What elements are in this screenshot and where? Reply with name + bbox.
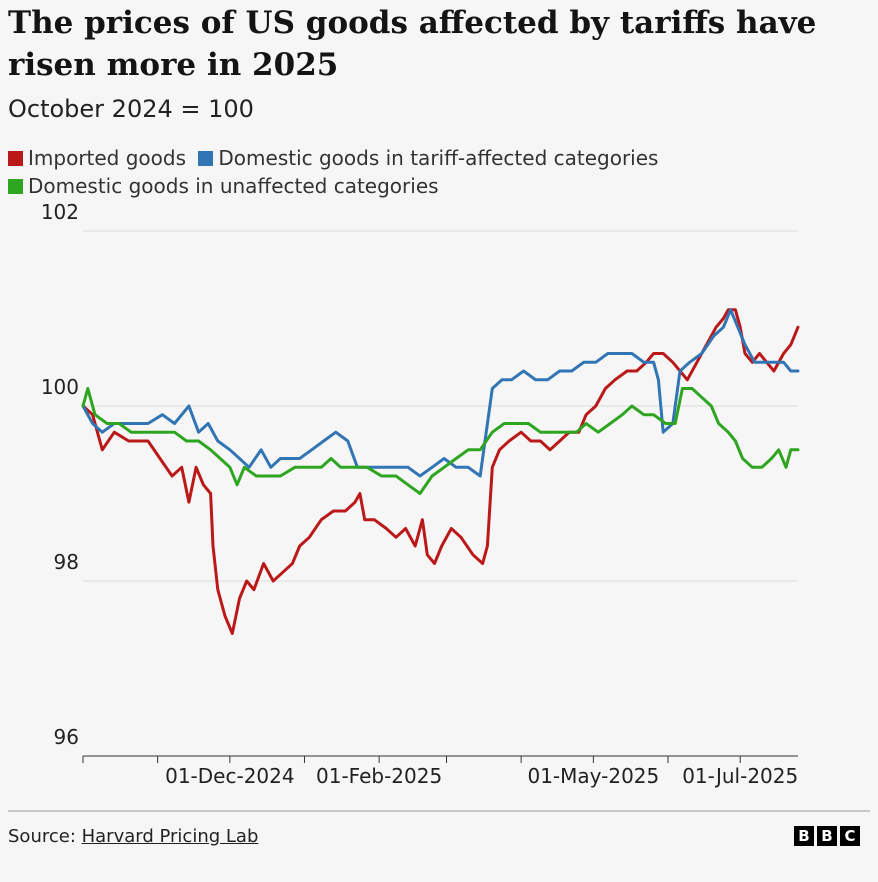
legend-label-imported: Imported goods (28, 146, 187, 170)
x-tick-label: 01-Dec-2024 (165, 764, 294, 788)
bbc-logo-letter: B (794, 826, 814, 846)
source-prefix: Source: (8, 826, 82, 847)
source-note: Source: Harvard Pricing Lab (8, 826, 258, 847)
bbc-logo-letter: C (840, 826, 860, 846)
x-tick-label: 01-Jul-2025 (682, 764, 798, 788)
chart-subtitle: October 2024 = 100 (8, 95, 254, 123)
legend: Imported goods Domestic goods in tariff-… (8, 144, 868, 200)
legend-item-domestic-affected: Domestic goods in tariff-affected catego… (198, 144, 658, 172)
legend-swatch-domestic-affected (198, 151, 214, 166)
series-line-1 (81, 308, 800, 478)
legend-item-imported: Imported goods (8, 144, 186, 172)
x-axis: 01-Dec-2024 01-Feb-2025 01-May-2025 01-Jul-… (82, 755, 798, 788)
legend-swatch-imported (8, 151, 23, 166)
legend-swatch-domestic-unaffected (8, 179, 23, 194)
y-tick-label: 100 (41, 375, 79, 399)
series-lines (81, 308, 800, 635)
x-tick-label: 01-May-2025 (527, 764, 659, 788)
chart-title: The prices of US goods affected by tarif… (8, 5, 817, 83)
y-tick-label: 102 (41, 200, 79, 224)
y-tick-label: 98 (54, 550, 79, 574)
legend-label-domestic-affected: Domestic goods in tariff-affected catego… (218, 146, 659, 170)
y-axis-labels: 96 98 100 102 (41, 200, 79, 749)
legend-label-domestic-unaffected: Domestic goods in unaffected categories (28, 174, 439, 198)
legend-item-domestic-unaffected: Domestic goods in unaffected categories (8, 172, 439, 200)
y-tick-label: 96 (54, 725, 79, 749)
series-line-2 (81, 387, 800, 495)
source-link[interactable]: Harvard Pricing Lab (81, 826, 259, 847)
x-tick-label: 01-Feb-2025 (316, 764, 442, 788)
bbc-logo-letter: B (817, 826, 837, 846)
